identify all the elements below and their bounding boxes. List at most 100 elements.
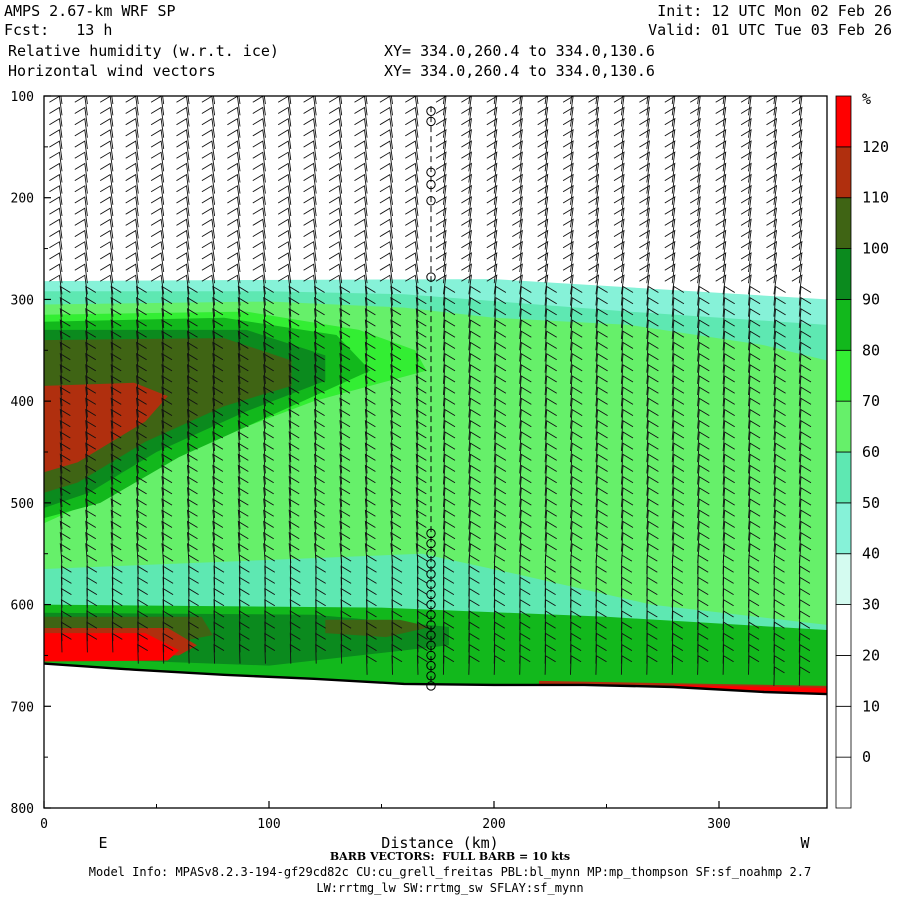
wind-barb <box>85 509 97 530</box>
wind-barb <box>519 296 532 317</box>
wind-barb <box>201 241 216 261</box>
wind-barb <box>110 386 122 407</box>
wind-barb <box>125 106 139 127</box>
wind-barb <box>664 162 676 183</box>
colorbar-swatch <box>835 655 852 707</box>
wind-barb <box>85 397 97 418</box>
wind-barb <box>85 364 97 384</box>
wind-barb <box>722 375 735 396</box>
wind-barb <box>773 375 786 396</box>
wind-barb <box>59 453 71 474</box>
wind-barb <box>570 464 583 485</box>
wind-barb <box>252 241 266 261</box>
wind-barb <box>212 475 224 496</box>
wind-barb <box>252 263 266 284</box>
wind-barb <box>697 531 710 552</box>
colorbar-label: 20 <box>862 646 880 664</box>
wind-barb <box>468 487 481 507</box>
wind-barb <box>405 173 419 194</box>
colorbar-swatch <box>835 146 852 199</box>
wind-barb <box>798 386 812 407</box>
colorbar-label: 30 <box>862 596 880 614</box>
calm-circle <box>426 167 436 177</box>
wind-barb <box>715 274 727 295</box>
wind-barb <box>588 263 600 284</box>
wind-barb <box>468 308 481 328</box>
wind-barb <box>354 117 368 138</box>
x-tick-label: 0 <box>40 817 48 832</box>
y-tick-label: 100 <box>11 90 34 105</box>
wind-barb <box>671 308 685 328</box>
wind-barb <box>748 341 761 362</box>
wind-barb <box>544 442 557 463</box>
wind-barb <box>442 498 456 519</box>
wind-barb <box>176 151 190 172</box>
colorbar-swatch <box>835 299 852 351</box>
wind-barb <box>722 475 735 496</box>
wind-barb <box>150 263 165 284</box>
wind-barb <box>186 330 198 351</box>
init-time: Init: 12 UTC Mon 02 Feb 26 <box>657 2 892 20</box>
calm-circle <box>426 196 436 206</box>
wind-barb <box>379 129 393 149</box>
wind-barb <box>263 442 274 463</box>
wind-barb <box>85 520 97 541</box>
wind-barb <box>544 296 557 317</box>
wind-barb <box>519 453 532 474</box>
wind-barb <box>201 162 216 183</box>
wind-barb <box>390 397 402 418</box>
wind-barb <box>328 151 343 172</box>
wind-barb <box>110 352 122 373</box>
wind-barb <box>697 341 710 362</box>
calm-circle <box>426 589 436 600</box>
wind-barb <box>390 442 402 463</box>
wind-barb <box>186 520 198 541</box>
wind-barb <box>697 453 710 474</box>
wind-barb <box>85 375 97 396</box>
wind-barb <box>49 117 63 138</box>
wind-barb <box>646 520 659 541</box>
wind-barb <box>339 364 351 384</box>
wind-barb <box>201 207 216 228</box>
wind-barb <box>339 397 351 418</box>
wind-barb <box>186 386 198 407</box>
wind-barb <box>620 386 634 407</box>
wind-barb <box>74 218 88 239</box>
wind-barb <box>798 498 812 519</box>
wind-barb <box>85 285 97 306</box>
wind-barb <box>493 487 507 507</box>
wind-barb <box>99 185 114 205</box>
calm-circle <box>426 671 436 681</box>
wind-barb <box>303 274 317 295</box>
wind-barb <box>161 397 173 418</box>
wind-barb <box>442 431 456 452</box>
wind-barb <box>288 319 300 340</box>
wind-barb <box>303 151 317 172</box>
wind-barb <box>314 498 325 519</box>
wind-barb <box>263 285 274 306</box>
wind-barb <box>59 296 71 317</box>
calm-circle <box>426 650 436 661</box>
wind-barb <box>277 117 292 138</box>
wind-barb <box>748 420 761 440</box>
cross-section-xy-2: XY= 334.0,260.4 to 334.0,130.6 <box>384 62 655 80</box>
wind-barb <box>415 520 427 541</box>
wind-barb <box>187 96 190 105</box>
wind-barb <box>646 442 659 463</box>
wind-barb <box>697 442 710 463</box>
wind-barb <box>110 442 122 463</box>
wind-barb <box>186 509 198 530</box>
wind-barb <box>161 296 173 317</box>
wind-barb <box>49 241 63 261</box>
wind-barb <box>646 453 659 474</box>
wind-barb <box>237 520 249 541</box>
wind-barb <box>59 330 71 351</box>
wind-barb <box>595 285 608 306</box>
wind-barb <box>176 129 190 149</box>
wind-barb <box>85 419 97 440</box>
wind-barb <box>798 308 812 328</box>
wind-barb <box>364 509 376 530</box>
wind-barb <box>773 431 786 452</box>
wind-barb <box>74 140 88 161</box>
wind-barb <box>74 241 88 261</box>
